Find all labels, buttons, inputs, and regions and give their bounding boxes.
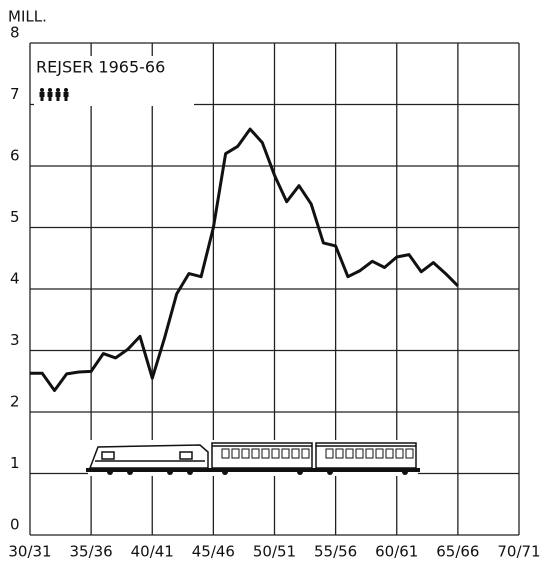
person-legs: [64, 97, 68, 101]
window: [261, 448, 270, 459]
x-tick-label: 55/56: [314, 543, 357, 561]
y-tick-label: 0: [10, 516, 20, 534]
window: [221, 448, 230, 459]
window: [231, 448, 240, 459]
y-tick-label: 6: [10, 147, 20, 165]
window: [375, 448, 384, 459]
data-line: [30, 127, 459, 392]
person-body: [47, 92, 53, 97]
window: [345, 448, 354, 459]
person-head: [48, 88, 52, 92]
window: [251, 448, 260, 459]
chart-title: REJSER 1965-66: [36, 58, 165, 77]
x-tick-label: 45/46: [192, 543, 235, 561]
y-tick-label: 8: [10, 24, 20, 42]
train-illustration: [86, 440, 420, 476]
people-icon: [39, 88, 69, 101]
person-body: [39, 92, 45, 97]
x-tick-label: 70/71: [497, 543, 540, 561]
y-tick-label: 3: [10, 331, 20, 349]
window: [355, 448, 364, 459]
x-tick-label: 35/36: [70, 543, 113, 561]
y-tick-label: 7: [10, 85, 20, 103]
x-tick-label: 60/61: [375, 543, 418, 561]
window: [281, 448, 290, 459]
y-axis-label: MILL.: [8, 8, 47, 26]
window: [335, 448, 344, 459]
y-tick-label: 2: [10, 393, 20, 411]
person-body: [63, 92, 69, 97]
x-tick-label: 30/31: [8, 543, 51, 561]
person-head: [64, 88, 68, 92]
window: [271, 448, 280, 459]
window: [395, 448, 404, 459]
window: [301, 448, 310, 459]
person-legs: [56, 97, 60, 101]
window: [385, 448, 394, 459]
window: [365, 448, 374, 459]
x-tick-label: 65/66: [436, 543, 479, 561]
person-body: [55, 92, 61, 97]
window: [325, 448, 334, 459]
person-head: [56, 88, 60, 92]
window: [405, 448, 414, 459]
y-tick-label: 4: [10, 270, 20, 288]
person-legs: [40, 97, 44, 101]
window: [291, 448, 300, 459]
y-tick-label: 1: [10, 454, 20, 472]
person-head: [40, 88, 44, 92]
title-background: [34, 56, 194, 106]
x-tick-label: 40/41: [131, 543, 174, 561]
person-legs: [48, 97, 52, 101]
window: [241, 448, 250, 459]
y-tick-label: 5: [10, 208, 20, 226]
x-tick-label: 50/51: [253, 543, 296, 561]
